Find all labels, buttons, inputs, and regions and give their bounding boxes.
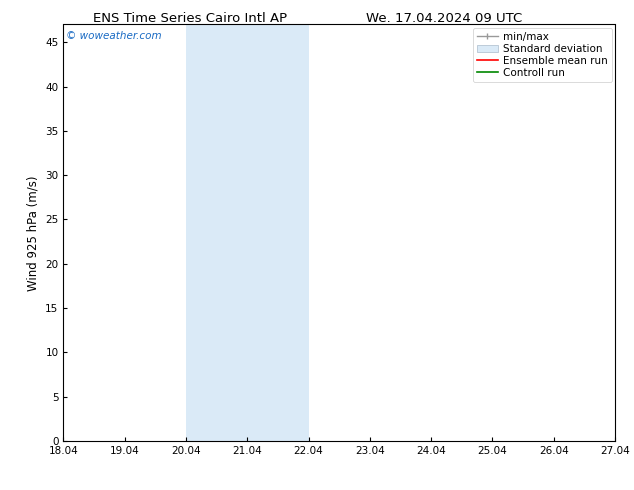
Bar (186, 24, 309, 441)
Text: We. 17.04.2024 09 UTC: We. 17.04.2024 09 UTC (366, 12, 522, 25)
Y-axis label: Wind 925 hPa (m/s): Wind 925 hPa (m/s) (27, 175, 40, 291)
Bar (615, 24, 634, 441)
Legend: min/max, Standard deviation, Ensemble mean run, Controll run: min/max, Standard deviation, Ensemble me… (473, 27, 612, 82)
Text: © woweather.com: © woweather.com (66, 31, 162, 41)
Text: ENS Time Series Cairo Intl AP: ENS Time Series Cairo Intl AP (93, 12, 287, 25)
